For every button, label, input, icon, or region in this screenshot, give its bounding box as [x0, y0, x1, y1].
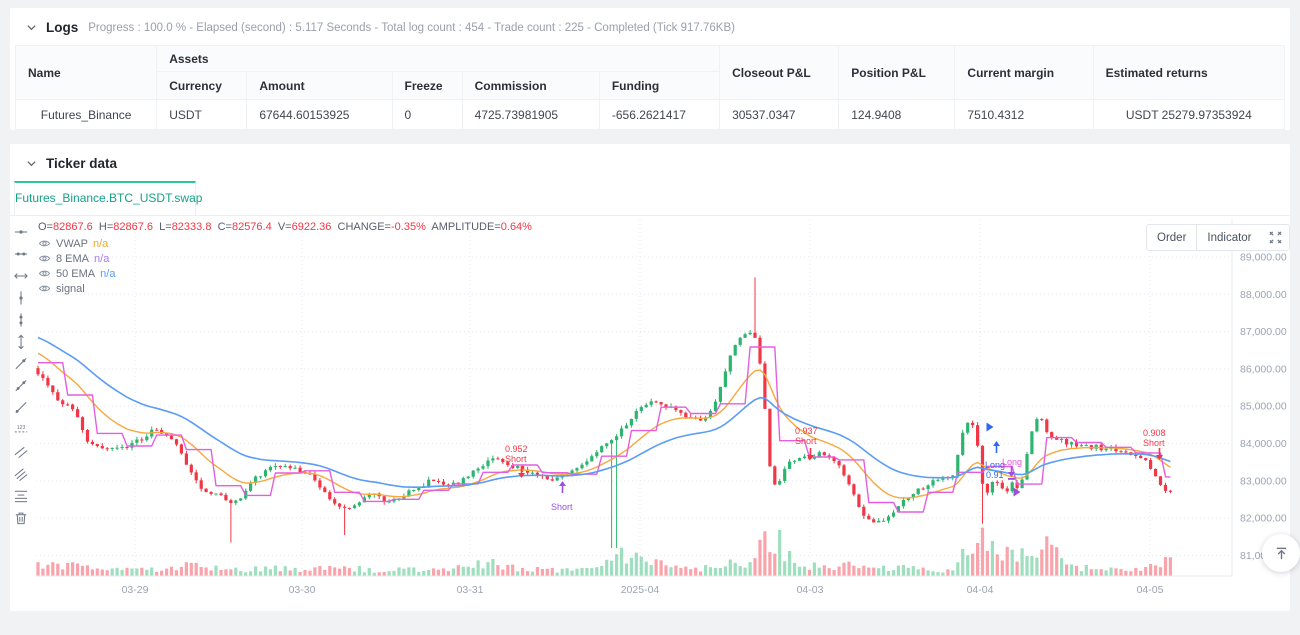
trend-line-icon[interactable]	[12, 400, 30, 416]
cell-commission: 4725.73981905	[461, 99, 600, 130]
svg-text:04-05: 04-05	[1137, 584, 1164, 596]
indicator-name: 50 EMA	[56, 267, 96, 280]
col-header-estimated-returns: Estimated returns	[1092, 45, 1286, 100]
collapse-ticker-chevron-icon[interactable]	[24, 157, 38, 171]
cell-funding: -656.2621417	[598, 99, 721, 130]
svg-text:83,000.00: 83,000.00	[1240, 475, 1287, 487]
indicator-row-8-ema: 8 EMA n/a	[38, 252, 109, 265]
logs-panel-header: Logs Progress : 100.0 % - Elapsed (secon…	[10, 8, 1290, 43]
cell-name: Futures_Binance	[14, 99, 158, 130]
svg-text:123: 123	[17, 425, 26, 431]
indicator-row-50-ema: 50 EMA n/a	[38, 267, 115, 280]
svg-text:89,000.00: 89,000.00	[1240, 252, 1287, 264]
svg-text:03-29: 03-29	[122, 584, 149, 596]
trend-ray-icon[interactable]	[12, 356, 30, 372]
drawing-toolbar: 123	[12, 224, 30, 526]
cell-current-margin: 7510.4312	[954, 99, 1094, 130]
svg-text:88,000.00: 88,000.00	[1240, 289, 1287, 301]
table-row: Futures_Binance USDT 67644.60153925 0 47…	[14, 99, 1286, 130]
assets-table: Name Assets Closeout P&L Position P&L Cu…	[14, 45, 1286, 130]
indicator-value: n/a	[100, 267, 116, 280]
chart-plot[interactable]: 89,000.00 88,000.00 87,000.00 86,000.00 85,0…	[24, 218, 1290, 608]
col-group-assets: Assets	[156, 45, 721, 72]
collapse-logs-chevron-icon[interactable]	[24, 21, 38, 35]
indicator-name: 8 EMA	[56, 252, 90, 265]
tab-futures-binance-btc-usdt-swap[interactable]: Futures_Binance.BTC_USDT.swap	[14, 181, 202, 215]
eye-icon[interactable]	[38, 252, 51, 265]
parallel-lines-icon[interactable]	[12, 444, 30, 460]
ohlc-legend: O=82867.6 H=82867.6 L=82333.8 C=82576.4 …	[38, 221, 532, 233]
fullscreen-icon[interactable]	[1262, 231, 1289, 244]
eye-icon[interactable]	[38, 282, 51, 295]
svg-text:84,000.00: 84,000.00	[1240, 438, 1287, 450]
price-channel-icon[interactable]	[12, 466, 30, 482]
svg-text:04-03: 04-03	[797, 584, 824, 596]
logs-panel-title: Logs	[46, 20, 79, 35]
order-button[interactable]: Order	[1157, 231, 1187, 244]
ticker-panel-header: Ticker data	[10, 144, 1290, 179]
svg-text:04-04: 04-04	[967, 584, 994, 596]
logs-panel: Logs Progress : 100.0 % - Elapsed (secon…	[10, 8, 1290, 130]
cell-closeout-pnl: 30537.0347	[719, 99, 840, 130]
svg-text:2025-04: 2025-04	[621, 584, 660, 596]
indicator-name: signal	[56, 282, 85, 295]
vertical-segment-icon[interactable]	[12, 290, 30, 306]
col-header-currency: Currency	[156, 71, 248, 100]
svg-text:03-30: 03-30	[289, 584, 316, 596]
horizontal-ray-icon[interactable]	[12, 246, 30, 262]
col-header-freeze: Freeze	[391, 71, 463, 100]
col-header-commission: Commission	[461, 71, 600, 100]
back-to-top-button[interactable]	[1262, 534, 1300, 572]
indicator-row-signal: signal	[38, 282, 85, 295]
horizontal-segment-icon[interactable]	[12, 224, 30, 240]
logs-summary: Progress : 100.0 % - Elapsed (second) : …	[88, 21, 735, 34]
cell-freeze: 0	[391, 99, 463, 130]
vertical-line-icon[interactable]	[12, 334, 30, 350]
cell-amount: 67644.60153925	[246, 99, 393, 130]
col-header-closeout-pnl: Closeout P&L	[719, 45, 840, 100]
remove-drawings-icon[interactable]	[12, 510, 30, 526]
indicator-value: n/a	[93, 237, 109, 250]
chart-button-group: Order Indicator	[1146, 224, 1290, 251]
candlestick-chart: 123 89,000.00 88,000.00 87,000.00 86,000.00…	[10, 216, 1300, 612]
svg-text:85,000.00: 85,000.00	[1240, 401, 1287, 413]
cell-estimated-returns: USDT 25279.97353924	[1092, 99, 1286, 130]
cell-currency: USDT	[156, 99, 248, 130]
col-header-name: Name	[14, 45, 158, 100]
cell-position-pnl: 124.9408	[838, 99, 956, 130]
indicator-row-vwap: VWAP n/a	[38, 237, 108, 250]
horizontal-line-icon[interactable]	[12, 268, 30, 284]
svg-text:86,000.00: 86,000.00	[1240, 363, 1287, 375]
vertical-ray-icon[interactable]	[12, 312, 30, 328]
button-divider	[1196, 225, 1198, 250]
ticker-panel-title: Ticker data	[46, 156, 118, 171]
indicator-button[interactable]: Indicator	[1207, 231, 1252, 244]
col-header-amount: Amount	[246, 71, 393, 100]
col-header-position-pnl: Position P&L	[838, 45, 956, 100]
price-line-icon[interactable]: 123	[12, 422, 30, 438]
indicator-value: n/a	[94, 252, 110, 265]
eye-icon[interactable]	[38, 237, 51, 250]
ticker-tabs: Futures_Binance.BTC_USDT.swap	[10, 181, 1290, 216]
svg-text:82,000.00: 82,000.00	[1240, 513, 1287, 525]
col-header-current-margin: Current margin	[954, 45, 1094, 100]
col-header-funding: Funding	[598, 71, 721, 100]
indicator-name: VWAP	[56, 237, 88, 250]
ticker-panel: Ticker data Futures_Binance.BTC_USDT.swa…	[10, 144, 1300, 612]
fibonacci-retracement-icon[interactable]	[12, 488, 30, 504]
trend-segment-icon[interactable]	[12, 378, 30, 394]
eye-icon[interactable]	[38, 267, 51, 280]
svg-text:03-31: 03-31	[457, 584, 484, 596]
svg-text:87,000.00: 87,000.00	[1240, 326, 1287, 338]
